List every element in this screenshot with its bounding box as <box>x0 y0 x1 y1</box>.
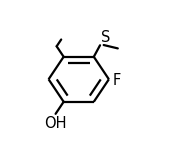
Text: S: S <box>101 30 110 45</box>
Text: OH: OH <box>44 116 66 131</box>
Text: F: F <box>112 73 121 88</box>
